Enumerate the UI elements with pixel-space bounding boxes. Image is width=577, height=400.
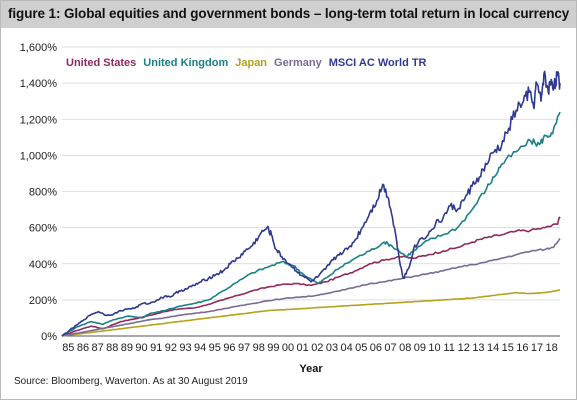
- x-tick-label: 98: [253, 342, 265, 354]
- legend-item: United Kingdom: [143, 57, 228, 69]
- legend-item: Germany: [274, 57, 323, 69]
- series-line-japan: [61, 289, 561, 337]
- legend-item: Japan: [235, 57, 267, 69]
- x-tick-label: 88: [106, 342, 118, 354]
- title-bar: figure 1: Global equities and government…: [1, 1, 576, 28]
- x-tick-label: 08: [399, 342, 411, 354]
- series-line-united-kingdom: [61, 111, 561, 337]
- y-tick-label: 200%: [29, 295, 57, 307]
- y-tick-label: 1,600%: [20, 42, 58, 54]
- chart-title: figure 1: Global equities and government…: [8, 6, 570, 21]
- x-tick-label: 89: [121, 342, 133, 354]
- series-lines: [61, 70, 561, 337]
- x-tick-label: 06: [370, 342, 382, 354]
- x-tick-label: 97: [238, 342, 250, 354]
- gridlines: [62, 46, 560, 337]
- x-tick-label: 87: [91, 342, 103, 354]
- y-tick-label: 400%: [29, 259, 57, 271]
- x-tick-label: 95: [209, 342, 221, 354]
- x-tick-label: 13: [472, 342, 484, 354]
- legend-item: United States: [66, 57, 136, 69]
- x-axis: 85 86 87 88 89 90 91 92 93 94 95 96 97 98 99 00 01 02 03 04…: [62, 342, 558, 354]
- x-tick-label: 86: [77, 342, 89, 354]
- x-tick-label: 07: [384, 342, 396, 354]
- x-tick-label: 00: [282, 342, 294, 354]
- legend: United States United Kingdom Japan Germany M…: [66, 57, 427, 69]
- x-tick-label: 94: [194, 342, 206, 354]
- x-tick-label: 11: [443, 342, 454, 354]
- y-axis: 0% 200% 400% 600% 800% 1,000% 1,200% 1,400% 1,60…: [20, 42, 58, 343]
- x-tick-label: 16: [516, 342, 528, 354]
- x-tick-label: 05: [355, 342, 367, 354]
- x-tick-label: 96: [223, 342, 235, 354]
- x-tick-label: 99: [267, 342, 279, 354]
- x-tick-label: 90: [135, 342, 147, 354]
- x-tick-label: 93: [179, 342, 191, 354]
- x-tick-label: 18: [546, 342, 558, 354]
- x-tick-label: 01: [297, 342, 309, 354]
- y-tick-label: 0%: [41, 331, 57, 343]
- y-tick-label: 1,000%: [20, 150, 58, 162]
- x-tick-label: 12: [458, 342, 470, 354]
- y-tick-label: 1,200%: [20, 114, 58, 126]
- source-note: Source: Bloomberg, Waverton. As at 30 Au…: [14, 376, 248, 387]
- x-tick-label: 10: [428, 342, 440, 354]
- x-tick-label: 92: [165, 342, 177, 354]
- x-tick-label: 85: [62, 342, 74, 354]
- x-tick-label: 09: [414, 342, 426, 354]
- legend-item: MSCI AC World TR: [329, 57, 427, 69]
- x-tick-label: 17: [531, 342, 543, 354]
- series-line-germany: [61, 238, 561, 337]
- x-tick-label: 15: [502, 342, 514, 354]
- y-tick-label: 800%: [29, 187, 57, 199]
- series-line-msci-ac-world-tr: [61, 70, 561, 337]
- x-tick-label: 03: [326, 342, 338, 354]
- x-axis-label: Year: [299, 363, 323, 375]
- x-tick-label: 14: [487, 342, 499, 354]
- x-tick-label: 02: [311, 342, 323, 354]
- x-tick-label: 91: [150, 342, 162, 354]
- y-tick-label: 600%: [29, 223, 57, 235]
- x-tick-label: 04: [340, 342, 352, 354]
- series-line-united-states: [61, 216, 561, 337]
- y-tick-label: 1,400%: [20, 78, 58, 90]
